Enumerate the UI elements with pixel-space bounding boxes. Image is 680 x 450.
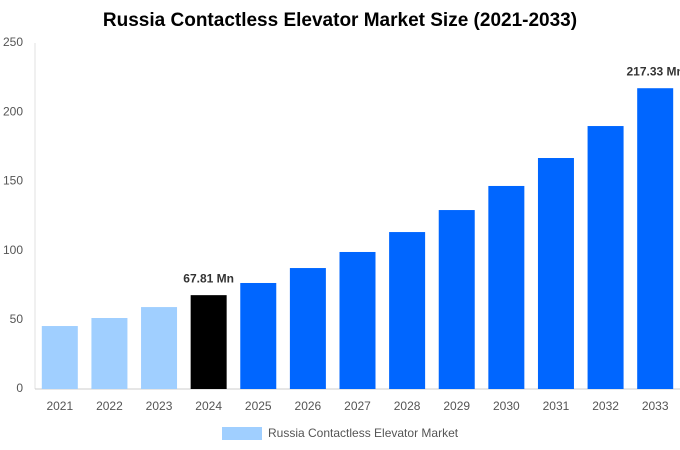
bar [488,185,525,389]
x-tick-label: 2025 [245,399,272,413]
chart-title: Russia Contactless Elevator Market Size … [103,10,577,31]
bar [190,295,227,389]
y-tick-label: 0 [16,381,23,395]
bar [141,307,178,389]
y-tick-label: 150 [3,174,23,188]
bar [389,232,426,389]
legend-label: Russia Contactless Elevator Market [268,426,459,440]
x-tick-label: 2026 [295,399,322,413]
bar [537,158,574,389]
value-label: 217.33 Mn [627,64,680,78]
y-tick-label: 50 [10,312,24,326]
x-tick-label: 2022 [96,399,123,413]
legend-swatch [222,427,262,440]
x-tick-label: 2033 [642,399,669,413]
value-label: 67.81 Mn [183,271,234,285]
bar [91,318,128,389]
bar [289,268,326,389]
bar [240,282,277,389]
y-tick-label: 200 [3,104,23,118]
x-tick-label: 2021 [46,399,73,413]
x-tick-label: 2024 [195,399,222,413]
bar [41,326,78,389]
y-tick-label: 100 [3,243,23,257]
x-tick-label: 2030 [493,399,520,413]
y-tick-label: 250 [3,35,23,49]
x-tick-label: 2031 [543,399,570,413]
x-tick-label: 2023 [146,399,173,413]
x-tick-label: 2032 [592,399,619,413]
bar [637,88,674,390]
bar [339,251,376,389]
x-tick-label: 2028 [394,399,421,413]
x-tick-label: 2027 [344,399,371,413]
bar [438,210,475,389]
x-tick-label: 2029 [443,399,470,413]
bar [587,126,624,389]
